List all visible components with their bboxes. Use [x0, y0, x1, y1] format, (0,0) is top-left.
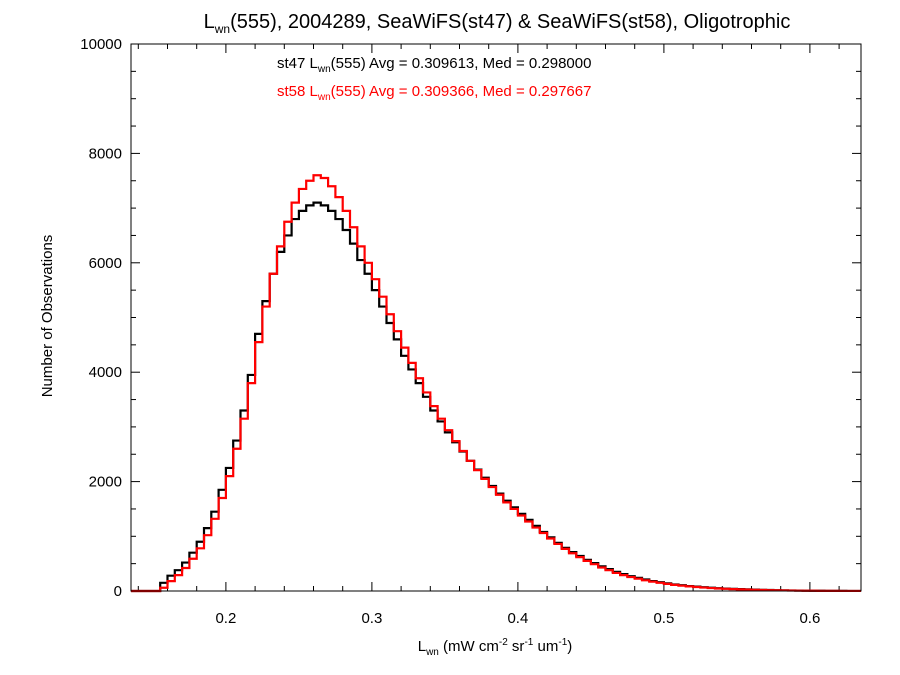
series-group [131, 174, 861, 593]
x-axis-label: Lwn (mW cm-2 sr-1 um-1) [418, 637, 573, 658]
series-st47-line [131, 201, 861, 593]
x-axis-label-prefix: L [418, 638, 426, 655]
y-tick-label: 8000 [89, 145, 122, 162]
annotation-st47-prefix: st47 L [277, 55, 318, 72]
annotation-st58-prefix: st58 L [277, 83, 318, 100]
chart-title-sub: wn [214, 22, 230, 36]
plot-frame [130, 43, 862, 592]
x-axis-label-sup1: -2 [499, 637, 508, 648]
y-tick-label: 2000 [89, 474, 122, 491]
x-axis-label-sup2: -1 [524, 637, 533, 648]
y-tick-label: 0 [114, 583, 122, 600]
annotation-st47-rest: (555) Avg = 0.309613, Med = 0.298000 [331, 55, 592, 72]
annotation-st58: st58 Lwn(555) Avg = 0.309366, Med = 0.29… [277, 83, 591, 103]
x-tick-label: 0.4 [507, 610, 528, 627]
x-axis-label-p3: um [533, 638, 558, 655]
axis-tick-labels: 0.2 0.3 0.4 0.5 0.6 0 2000 4000 6000 8000 10000 [80, 36, 820, 627]
chart-title-rest: (555), 2004289, SeaWiFS(st47) & SeaWiFS(… [230, 11, 790, 33]
y-axis-label: Number of Observations [39, 235, 56, 398]
x-axis-label-p4: ) [567, 638, 572, 655]
x-tick-label: 0.2 [215, 610, 236, 627]
chart-title-prefix: L [204, 11, 215, 33]
axis-ticks [131, 43, 861, 592]
annotation-st58-rest: (555) Avg = 0.309366, Med = 0.297667 [331, 83, 592, 100]
chart-title: Lwn(555), 2004289, SeaWiFS(st47) & SeaWi… [204, 11, 791, 36]
x-tick-label: 0.3 [361, 610, 382, 627]
x-tick-label: 0.5 [653, 610, 674, 627]
annotation-st47: st47 Lwn(555) Avg = 0.309613, Med = 0.29… [277, 55, 591, 75]
x-axis-label-p2: sr [508, 638, 525, 655]
series-st58-line [131, 174, 861, 593]
y-tick-label: 10000 [80, 36, 122, 53]
x-tick-label: 0.6 [799, 610, 820, 627]
annotation-st47-sub: wn [317, 64, 331, 75]
annotation-st58-sub: wn [317, 92, 331, 103]
x-axis-label-sup3: -1 [558, 637, 567, 648]
y-tick-label: 4000 [89, 364, 122, 381]
y-tick-label: 6000 [89, 255, 122, 272]
x-axis-label-p1: (mW cm [439, 638, 499, 655]
x-axis-label-sub: wn [425, 647, 439, 658]
